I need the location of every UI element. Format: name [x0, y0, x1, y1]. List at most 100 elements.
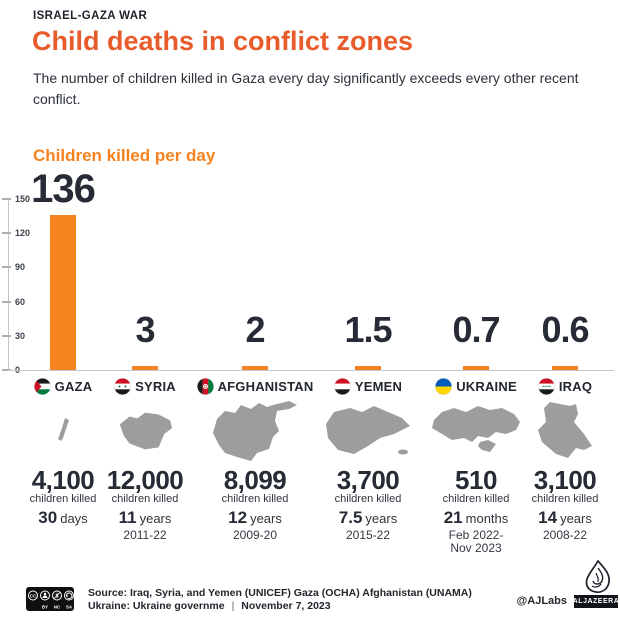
source-line1: Source: Iraq, Syria, and Yemen (UNICEF) …	[88, 587, 472, 599]
column-afghanistan: AFGHANISTAN 8,099 children killed 12 year…	[193, 376, 317, 542]
column-gaza: GAZA 4,100 children killed 30 days	[1, 376, 125, 529]
tick-mark	[2, 198, 11, 200]
bar-chart: 0 30 60 90 120 150 136 3 2 1.5 0.7 0.6	[0, 169, 620, 375]
publish-date: November 7, 2023	[241, 599, 331, 612]
cc-nc-label: NC	[54, 605, 61, 610]
kicker: ISRAEL-GAZA WAR	[33, 10, 148, 22]
bar-ukraine	[463, 366, 489, 370]
column-ukraine: UKRAINE 510 children killed 21 months Feb…	[414, 376, 538, 555]
duration-unit: days	[60, 511, 88, 526]
period: Feb 2022-	[448, 528, 504, 542]
bar-value-syria: 3	[135, 309, 155, 350]
tick-mark	[2, 232, 11, 234]
iraq-map	[538, 402, 592, 458]
killed-count: 4,100	[31, 465, 95, 495]
duration-value: 11	[118, 508, 137, 527]
ajlabs-credit: @AJLabs	[516, 595, 567, 607]
separator: |	[231, 599, 235, 612]
column-yemen: YEMEN 3,700 children killed 7.5 years 201…	[306, 376, 430, 542]
killed-count: 510	[455, 465, 497, 495]
duration-unit: years	[560, 511, 592, 526]
killed-count: 8,099	[223, 465, 287, 495]
period: 2008-22	[542, 528, 588, 542]
aljazeera-logo-icon	[585, 560, 610, 593]
period: 2009-20	[232, 528, 278, 542]
killed-label: children killed	[442, 493, 510, 505]
tick-mark	[2, 335, 11, 337]
x-axis-line	[8, 370, 614, 371]
bar-value-afghanistan: 2	[245, 309, 265, 350]
killed-label: children killed	[111, 493, 179, 505]
duration-value: 12	[228, 508, 248, 527]
syria-flag-icon	[114, 377, 132, 395]
country-label: AFGHANISTAN	[217, 378, 314, 394]
bar-afghanistan	[242, 366, 268, 370]
bar-iraq	[552, 366, 578, 370]
bar-value-yemen: 1.5	[344, 309, 392, 350]
palestine-flag-icon	[33, 377, 51, 395]
duration-value: 7.5	[338, 508, 363, 527]
source-line2: Ukraine: Ukraine governme | November 7, 20…	[88, 600, 472, 613]
iraq-flag-icon	[537, 377, 555, 395]
duration-value: 14	[538, 508, 558, 527]
bar-yemen	[355, 366, 381, 370]
tick-mark	[2, 369, 11, 371]
syria-map	[119, 412, 173, 450]
country-label: GAZA	[54, 378, 93, 394]
creative-commons-badge-icon: CC $ BY NC SA	[26, 587, 74, 611]
column-syria: SYRIA 12,000 children killed 11 years 201…	[83, 376, 207, 542]
tick-label: 150	[15, 194, 31, 204]
yemen-map	[326, 405, 410, 454]
country-label: UKRAINE	[456, 378, 517, 394]
killed-count: 3,100	[533, 465, 597, 495]
bar-gaza	[50, 214, 76, 370]
bar-value-iraq: 0.6	[541, 309, 589, 350]
period: 2011-22	[123, 528, 167, 542]
chart-title: Children killed per day	[33, 146, 216, 165]
gaza-map	[58, 418, 69, 441]
ukraine-map	[432, 406, 520, 452]
duration-unit: years	[139, 511, 172, 526]
duration-value: 30	[38, 508, 58, 527]
cc-by-label: BY	[42, 605, 48, 610]
killed-label: children killed	[334, 493, 402, 505]
yemen-flag-icon	[333, 377, 351, 395]
country-label: IRAQ	[558, 378, 593, 394]
duration-unit: years	[365, 511, 398, 526]
bar-value-gaza: 136	[31, 166, 96, 211]
killed-count: 3,700	[336, 465, 400, 495]
tick-label: 120	[15, 228, 31, 238]
cc-sa-label: SA	[66, 605, 73, 610]
killed-label: children killed	[531, 493, 599, 505]
afghanistan-flag-icon	[196, 377, 214, 395]
killed-count: 12,000	[106, 465, 184, 495]
killed-label: children killed	[29, 493, 97, 505]
source-note: Source: Iraq, Syria, and Yemen (UNICEF) …	[88, 587, 472, 612]
source-line2-text: Ukraine: Ukraine governme	[88, 599, 225, 612]
aljazeera-wordmark: ALJAZEERA	[572, 598, 620, 605]
ukraine-flag-icon	[435, 377, 453, 395]
tick-mark	[2, 266, 11, 268]
cc-icon: CC	[30, 593, 37, 598]
duration-unit: months	[465, 511, 509, 526]
tick-mark	[2, 301, 11, 303]
tick-label: 90	[15, 262, 26, 272]
country-label: SYRIA	[135, 378, 176, 394]
duration-unit: years	[250, 511, 282, 526]
page-title: Child deaths in conflict zones	[32, 26, 414, 56]
svg-text:$: $	[55, 594, 58, 600]
y-axis-line	[8, 199, 9, 370]
period-line2: Nov 2023	[450, 541, 502, 555]
subtitle: The number of children killed in Gaza ev…	[33, 70, 579, 107]
bar-value-ukraine: 0.7	[452, 309, 500, 350]
column-iraq: IRAQ 3,100 children killed 14 years 2008-…	[503, 376, 620, 542]
bar-syria	[132, 366, 158, 370]
killed-label: children killed	[221, 493, 289, 505]
aljazeera-wordmark-badge: ALJAZEERA	[572, 595, 620, 608]
duration-value: 21	[443, 508, 463, 527]
country-label: YEMEN	[354, 378, 403, 394]
tick-label: 60	[15, 297, 26, 307]
tick-label: 30	[15, 331, 26, 341]
period: 2015-22	[345, 528, 391, 542]
